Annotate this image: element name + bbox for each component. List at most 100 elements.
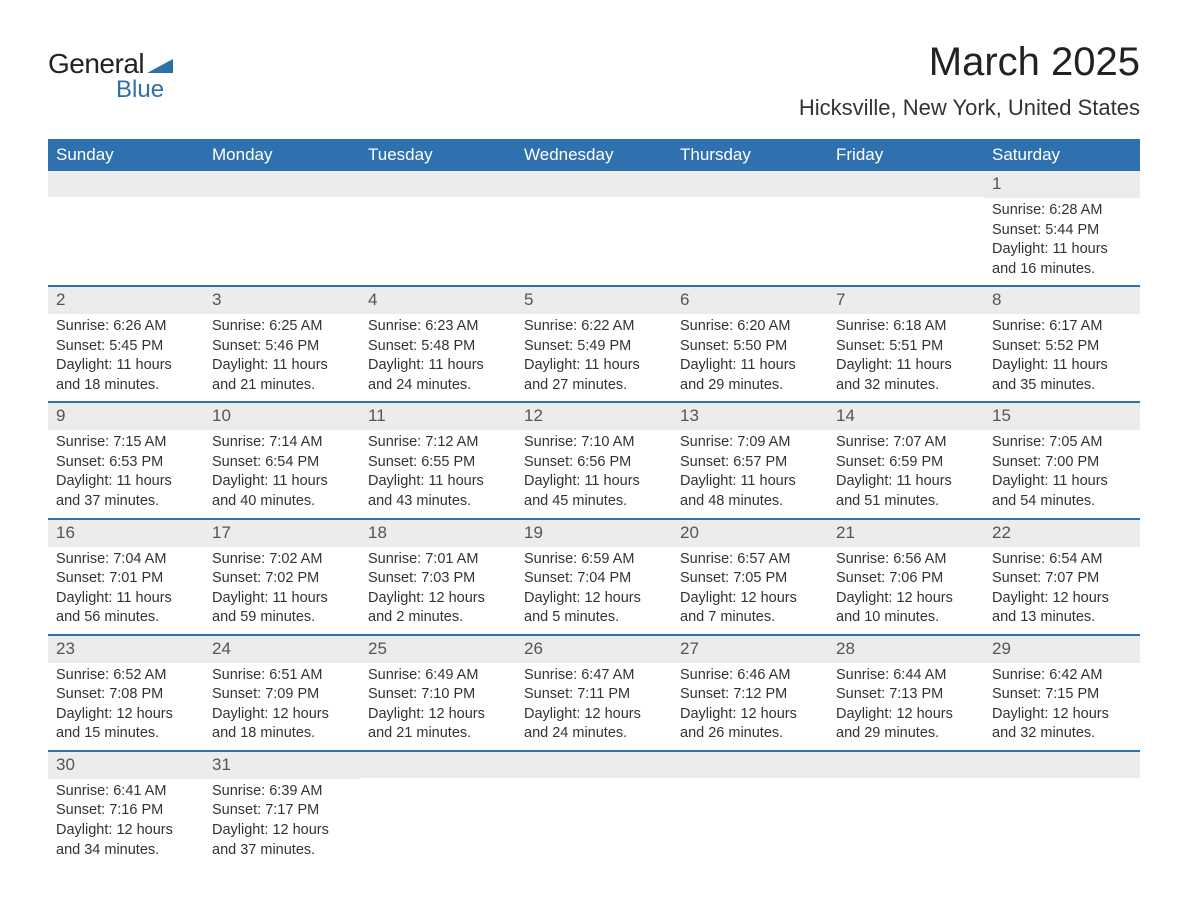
daylight-text-2: and 18 minutes.: [212, 724, 352, 744]
day-details: Sunrise: 7:04 AMSunset: 7:01 PMDaylight:…: [48, 547, 204, 634]
day-number: 23: [48, 636, 204, 663]
day-number: 4: [360, 287, 516, 314]
sunset-text: Sunset: 5:52 PM: [992, 337, 1132, 357]
sunset-text: Sunset: 7:11 PM: [524, 685, 664, 705]
daylight-text-1: Daylight: 12 hours: [368, 705, 508, 725]
daylight-text-2: and 24 minutes.: [524, 724, 664, 744]
daylight-text-1: Daylight: 12 hours: [212, 821, 352, 841]
daylight-text-2: and 21 minutes.: [368, 724, 508, 744]
calendar-day-cell: [828, 171, 984, 286]
day-number: 5: [516, 287, 672, 314]
day-number: 3: [204, 287, 360, 314]
daylight-text-1: Daylight: 11 hours: [368, 472, 508, 492]
dayhead-saturday: Saturday: [984, 139, 1140, 171]
sunset-text: Sunset: 7:08 PM: [56, 685, 196, 705]
day-details: Sunrise: 7:12 AMSunset: 6:55 PMDaylight:…: [360, 430, 516, 517]
calendar-day-cell: 15Sunrise: 7:05 AMSunset: 7:00 PMDayligh…: [984, 402, 1140, 518]
empty-day-body: [360, 197, 516, 273]
day-details: Sunrise: 6:49 AMSunset: 7:10 PMDaylight:…: [360, 663, 516, 750]
day-number: 14: [828, 403, 984, 430]
dayhead-sunday: Sunday: [48, 139, 204, 171]
calendar-day-cell: 30Sunrise: 6:41 AMSunset: 7:16 PMDayligh…: [48, 751, 204, 866]
day-number: 29: [984, 636, 1140, 663]
daylight-text-1: Daylight: 11 hours: [992, 356, 1132, 376]
day-details: Sunrise: 6:51 AMSunset: 7:09 PMDaylight:…: [204, 663, 360, 750]
day-details: Sunrise: 6:57 AMSunset: 7:05 PMDaylight:…: [672, 547, 828, 634]
calendar-day-cell: 12Sunrise: 7:10 AMSunset: 6:56 PMDayligh…: [516, 402, 672, 518]
day-details: Sunrise: 6:42 AMSunset: 7:15 PMDaylight:…: [984, 663, 1140, 750]
day-details: Sunrise: 6:47 AMSunset: 7:11 PMDaylight:…: [516, 663, 672, 750]
sunset-text: Sunset: 7:16 PM: [56, 801, 196, 821]
day-details: Sunrise: 7:01 AMSunset: 7:03 PMDaylight:…: [360, 547, 516, 634]
daylight-text-1: Daylight: 11 hours: [56, 356, 196, 376]
day-number: 26: [516, 636, 672, 663]
daylight-text-2: and 18 minutes.: [56, 376, 196, 396]
sunrise-text: Sunrise: 6:57 AM: [680, 550, 820, 570]
daylight-text-2: and 37 minutes.: [212, 841, 352, 861]
sunset-text: Sunset: 7:12 PM: [680, 685, 820, 705]
day-details: Sunrise: 6:54 AMSunset: 7:07 PMDaylight:…: [984, 547, 1140, 634]
sunset-text: Sunset: 5:51 PM: [836, 337, 976, 357]
empty-day-body: [204, 197, 360, 273]
day-details: Sunrise: 6:23 AMSunset: 5:48 PMDaylight:…: [360, 314, 516, 401]
sunset-text: Sunset: 5:50 PM: [680, 337, 820, 357]
day-details: Sunrise: 6:26 AMSunset: 5:45 PMDaylight:…: [48, 314, 204, 401]
empty-day-body: [828, 197, 984, 273]
daylight-text-2: and 48 minutes.: [680, 492, 820, 512]
sunset-text: Sunset: 6:55 PM: [368, 453, 508, 473]
daylight-text-1: Daylight: 11 hours: [212, 472, 352, 492]
calendar-day-cell: [516, 171, 672, 286]
daylight-text-1: Daylight: 12 hours: [836, 589, 976, 609]
empty-day-header: [204, 171, 360, 197]
daylight-text-1: Daylight: 11 hours: [524, 472, 664, 492]
calendar-day-cell: 23Sunrise: 6:52 AMSunset: 7:08 PMDayligh…: [48, 635, 204, 751]
location-subtitle: Hicksville, New York, United States: [799, 95, 1140, 121]
sunset-text: Sunset: 6:54 PM: [212, 453, 352, 473]
day-number: 27: [672, 636, 828, 663]
daylight-text-2: and 59 minutes.: [212, 608, 352, 628]
calendar-week-row: 30Sunrise: 6:41 AMSunset: 7:16 PMDayligh…: [48, 751, 1140, 866]
calendar-day-cell: [672, 171, 828, 286]
sunrise-text: Sunrise: 6:54 AM: [992, 550, 1132, 570]
sunrise-text: Sunrise: 7:07 AM: [836, 433, 976, 453]
empty-day-body: [672, 197, 828, 273]
daylight-text-1: Daylight: 12 hours: [680, 705, 820, 725]
day-details: Sunrise: 7:10 AMSunset: 6:56 PMDaylight:…: [516, 430, 672, 517]
daylight-text-1: Daylight: 12 hours: [524, 589, 664, 609]
daylight-text-1: Daylight: 11 hours: [212, 356, 352, 376]
calendar-day-cell: 21Sunrise: 6:56 AMSunset: 7:06 PMDayligh…: [828, 519, 984, 635]
day-number: 28: [828, 636, 984, 663]
day-number: 13: [672, 403, 828, 430]
sunset-text: Sunset: 5:45 PM: [56, 337, 196, 357]
sunset-text: Sunset: 7:02 PM: [212, 569, 352, 589]
sunrise-text: Sunrise: 6:39 AM: [212, 782, 352, 802]
sunset-text: Sunset: 5:46 PM: [212, 337, 352, 357]
calendar-day-cell: 19Sunrise: 6:59 AMSunset: 7:04 PMDayligh…: [516, 519, 672, 635]
sunrise-text: Sunrise: 6:44 AM: [836, 666, 976, 686]
daylight-text-2: and 40 minutes.: [212, 492, 352, 512]
calendar-day-cell: 20Sunrise: 6:57 AMSunset: 7:05 PMDayligh…: [672, 519, 828, 635]
calendar-table: Sunday Monday Tuesday Wednesday Thursday…: [48, 139, 1140, 866]
calendar-day-cell: 5Sunrise: 6:22 AMSunset: 5:49 PMDaylight…: [516, 286, 672, 402]
sunset-text: Sunset: 6:56 PM: [524, 453, 664, 473]
calendar-day-cell: 24Sunrise: 6:51 AMSunset: 7:09 PMDayligh…: [204, 635, 360, 751]
daylight-text-1: Daylight: 11 hours: [992, 240, 1132, 260]
calendar-day-cell: 25Sunrise: 6:49 AMSunset: 7:10 PMDayligh…: [360, 635, 516, 751]
daylight-text-2: and 32 minutes.: [836, 376, 976, 396]
daylight-text-2: and 16 minutes.: [992, 260, 1132, 280]
daylight-text-1: Daylight: 12 hours: [368, 589, 508, 609]
sunset-text: Sunset: 7:07 PM: [992, 569, 1132, 589]
empty-day-header: [516, 171, 672, 197]
day-number: 6: [672, 287, 828, 314]
empty-day-body: [516, 197, 672, 273]
day-details: Sunrise: 6:28 AMSunset: 5:44 PMDaylight:…: [984, 198, 1140, 285]
daylight-text-2: and 15 minutes.: [56, 724, 196, 744]
calendar-day-cell: [672, 751, 828, 866]
daylight-text-1: Daylight: 12 hours: [836, 705, 976, 725]
daylight-text-1: Daylight: 11 hours: [524, 356, 664, 376]
sunset-text: Sunset: 7:06 PM: [836, 569, 976, 589]
daylight-text-2: and 10 minutes.: [836, 608, 976, 628]
empty-day-body: [984, 778, 1140, 854]
daylight-text-1: Daylight: 11 hours: [56, 589, 196, 609]
day-number: 21: [828, 520, 984, 547]
